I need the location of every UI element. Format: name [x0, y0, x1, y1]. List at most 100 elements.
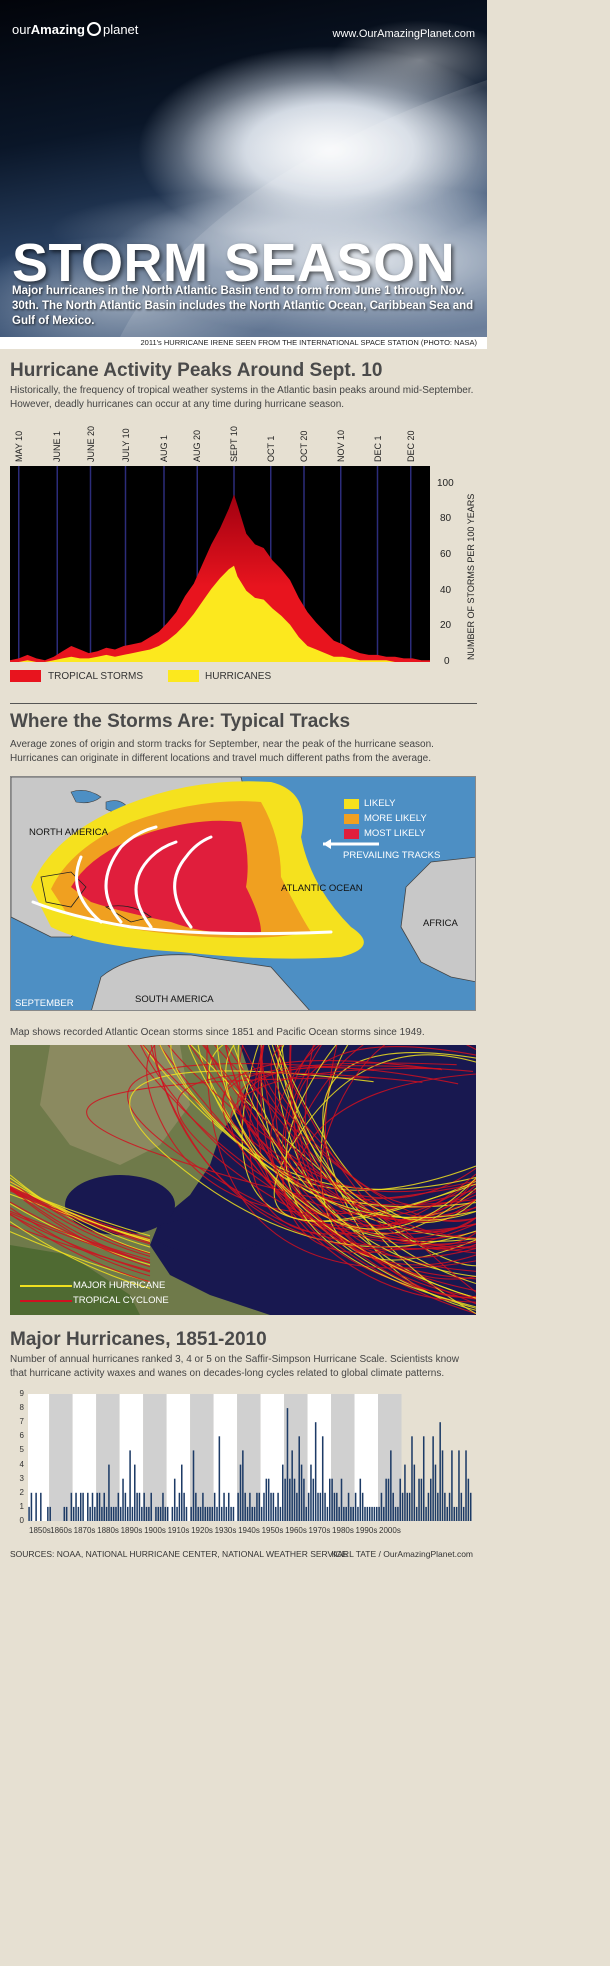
chart3-x-tick-label: 1880s — [97, 1526, 119, 1535]
chart3-x-tick-label: 1860s — [50, 1526, 72, 1535]
storm-track — [320, 1045, 476, 1261]
year-bar — [458, 1450, 460, 1521]
year-bar — [145, 1506, 148, 1521]
section2-title: Where the Storms Are: Typical Tracks — [10, 711, 351, 732]
year-bar — [138, 1492, 141, 1521]
year-bar — [112, 1506, 115, 1521]
year-bar — [267, 1478, 270, 1521]
year-bar — [176, 1506, 178, 1521]
decade-band — [378, 1394, 402, 1521]
year-bar — [150, 1492, 152, 1521]
label-september: SEPTEMBER — [15, 998, 74, 1009]
year-bar — [246, 1506, 249, 1521]
pacific-storm-track — [10, 1221, 151, 1289]
year-bar — [251, 1506, 253, 1521]
decade-band — [166, 1394, 191, 1521]
chart3-y-tick-label: 6 — [19, 1431, 24, 1441]
year-bar — [425, 1506, 427, 1521]
year-bar — [124, 1492, 127, 1521]
year-bar — [404, 1464, 406, 1521]
y-tick-label: 40 — [440, 584, 452, 596]
year-bar — [293, 1478, 296, 1521]
year-bar — [368, 1506, 371, 1521]
site-url[interactable]: www.OurAmazingPlanet.com — [332, 28, 475, 40]
year-bar — [89, 1506, 91, 1521]
pacific-storm-track — [10, 1187, 151, 1264]
hurricane-photo — [50, 20, 487, 337]
year-bar — [157, 1506, 160, 1521]
year-bar — [455, 1506, 458, 1521]
year-bar — [380, 1492, 383, 1521]
year-bar — [131, 1506, 134, 1521]
storm-track — [224, 1045, 476, 1193]
month-tick-label: SEPT 10 — [229, 426, 239, 462]
year-bar — [350, 1506, 352, 1521]
year-bar — [195, 1492, 197, 1521]
year-bar — [432, 1436, 434, 1521]
logo-text-planet: planet — [102, 22, 139, 37]
year-bar — [361, 1492, 364, 1521]
storm-track — [176, 1072, 476, 1240]
year-bar — [253, 1506, 256, 1521]
year-bar — [444, 1492, 446, 1521]
year-bar — [343, 1506, 345, 1521]
logo-text-amazing: Amazing — [30, 22, 85, 37]
year-bar — [141, 1506, 143, 1521]
photo-caption: 2011's HURRICANE IRENE SEEN FROM THE INT… — [0, 337, 487, 349]
year-bar — [413, 1464, 416, 1521]
year-bar — [326, 1506, 329, 1521]
chart3-x-tick-label: 1890s — [120, 1526, 143, 1535]
year-bar — [427, 1492, 430, 1521]
year-bar — [223, 1492, 225, 1521]
page-title: STORM SEASON — [12, 233, 456, 293]
year-bar — [185, 1506, 188, 1521]
site-logo[interactable]: ourAmazing planet — [12, 22, 138, 37]
storm-track — [202, 1045, 476, 1233]
pacific-storm-track — [10, 1186, 151, 1257]
year-bar — [183, 1492, 185, 1521]
decade-band — [143, 1394, 167, 1521]
year-bar — [256, 1492, 258, 1521]
year-bar — [218, 1436, 221, 1521]
pacific-storm-track — [10, 1177, 151, 1248]
month-tick-label: NOV 10 — [335, 429, 346, 462]
legend-label-most-likely: MOST LIKELY — [364, 828, 426, 839]
legend-swatch-tropical-storms — [10, 670, 41, 682]
year-bar — [258, 1492, 261, 1521]
storm-track — [296, 1073, 476, 1201]
logo-text-our: our — [12, 22, 31, 37]
year-bar — [383, 1506, 385, 1521]
year-bar — [357, 1506, 359, 1521]
year-bar — [321, 1436, 324, 1521]
year-bar — [115, 1506, 117, 1521]
year-bar — [232, 1506, 235, 1521]
month-tick-label: AUG 20 — [192, 429, 203, 462]
year-bar — [467, 1478, 470, 1521]
legend-label-more-likely: MORE LIKELY — [364, 813, 427, 824]
label-atlantic-ocean: ATLANTIC OCEAN — [281, 883, 363, 894]
y-tick-label: 60 — [440, 549, 452, 561]
decade-band — [28, 1394, 50, 1521]
storm-track — [187, 1045, 476, 1230]
label-north-america: NORTH AMERICA — [29, 827, 109, 838]
storm-track — [142, 1045, 476, 1240]
storm-track — [154, 1045, 476, 1250]
storm-track — [274, 1045, 476, 1246]
storm-track — [197, 1045, 476, 1309]
storm-track — [281, 1045, 476, 1285]
year-bar — [408, 1492, 411, 1521]
year-bar — [307, 1492, 310, 1521]
year-bar — [79, 1492, 82, 1521]
year-bar — [162, 1492, 164, 1521]
map2-caption: Map shows recorded Atlantic Ocean storms… — [10, 1027, 425, 1038]
storm-track — [320, 1045, 476, 1272]
pacific-storm-track — [10, 1181, 151, 1242]
month-tick-label: OCT 1 — [265, 435, 276, 462]
storm-track — [206, 1045, 476, 1299]
chart3-x-tick-label: 1910s — [167, 1526, 190, 1535]
storm-history-graphic — [10, 1045, 476, 1315]
year-bar — [277, 1492, 279, 1521]
legend-label-major-hurricane: MAJOR HURRICANE — [73, 1280, 166, 1291]
pacific-storm-track — [10, 1214, 151, 1273]
year-bar — [242, 1450, 244, 1521]
